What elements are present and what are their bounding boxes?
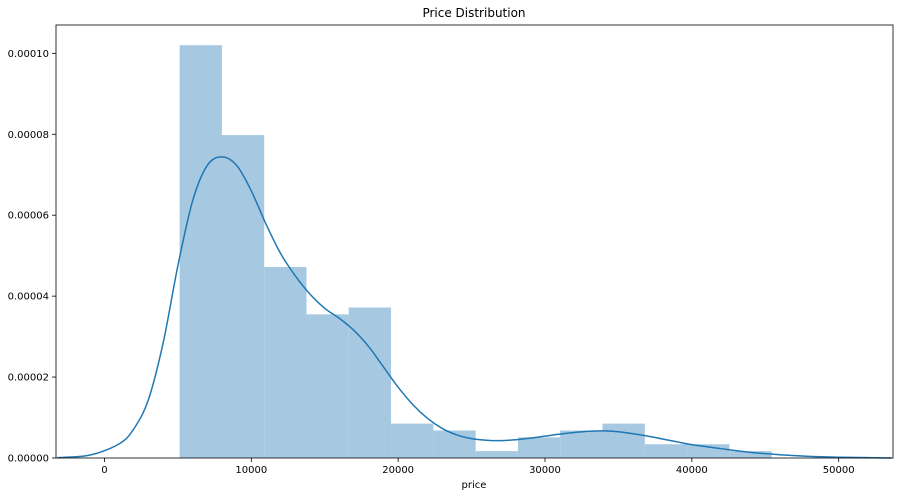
histogram-bar xyxy=(391,423,434,458)
histogram-bar xyxy=(517,437,561,458)
histogram-bars xyxy=(179,45,772,459)
plot-frame xyxy=(55,24,894,459)
x-tick-label: 20000 xyxy=(382,465,414,476)
y-tick-label: 0.00000 xyxy=(8,454,49,465)
x-tick-label: 50000 xyxy=(823,465,855,476)
kde-curve-group xyxy=(57,156,892,459)
histogram-bar xyxy=(306,314,349,458)
y-tick-label: 0.00002 xyxy=(8,373,49,384)
y-tick-label: 0.00006 xyxy=(8,211,49,222)
y-tick-label: 0.00010 xyxy=(8,49,49,60)
y-axis-ticks: 0.00000 0.00002 0.00004 0.00006 0.00008 0.000… xyxy=(8,49,56,465)
histogram-bar xyxy=(560,430,603,458)
y-tick-label: 0.00008 xyxy=(8,130,49,141)
histogram-bar xyxy=(729,451,772,458)
y-tick-label: 0.00004 xyxy=(8,292,49,303)
histogram-bar xyxy=(179,45,222,459)
x-tick-label: 0 xyxy=(101,465,107,476)
histogram-bar xyxy=(475,451,518,458)
x-tick-label: 40000 xyxy=(676,465,708,476)
x-tick-label: 10000 xyxy=(235,465,267,476)
histogram-bar xyxy=(433,430,476,458)
histogram-bar xyxy=(221,135,265,458)
histogram-bar xyxy=(602,423,645,458)
x-tick-label: 30000 xyxy=(529,465,561,476)
histogram-bar xyxy=(644,444,688,458)
kde-curve xyxy=(57,156,892,459)
histogram-bar xyxy=(348,307,392,458)
histogram-bar xyxy=(264,266,307,458)
chart-title: Price Distribution xyxy=(422,6,525,20)
x-axis-ticks: 0 10000 20000 30000 40000 50000 xyxy=(101,458,855,476)
x-axis-label: price xyxy=(462,480,487,491)
